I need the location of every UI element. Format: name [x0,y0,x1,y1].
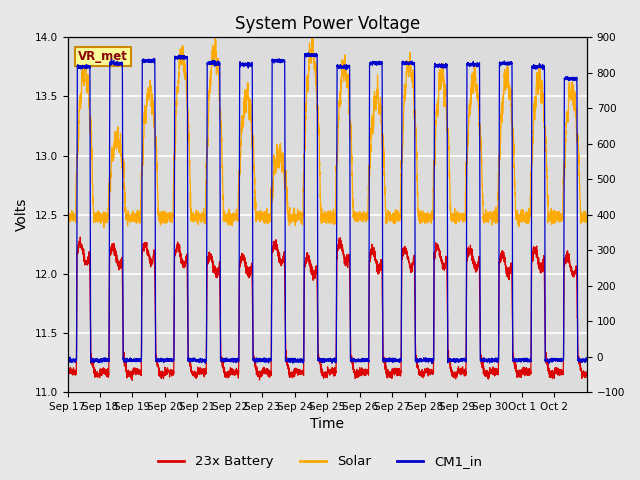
Y-axis label: Volts: Volts [15,198,29,231]
Text: VR_met: VR_met [78,50,128,63]
Title: System Power Voltage: System Power Voltage [235,15,420,33]
Legend: 23x Battery, Solar, CM1_in: 23x Battery, Solar, CM1_in [153,450,487,473]
X-axis label: Time: Time [310,418,344,432]
